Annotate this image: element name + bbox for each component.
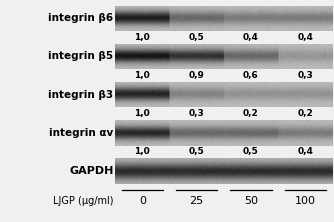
Text: 0: 0 — [139, 196, 146, 206]
Text: 0,3: 0,3 — [297, 71, 313, 80]
Text: 0,4: 0,4 — [243, 33, 259, 42]
Text: integrin β6: integrin β6 — [48, 13, 114, 23]
Text: 0,4: 0,4 — [297, 33, 313, 42]
Text: 1,0: 1,0 — [135, 147, 150, 156]
Text: 50: 50 — [244, 196, 258, 206]
Text: 1,0: 1,0 — [135, 109, 150, 118]
Text: 0,6: 0,6 — [243, 71, 259, 80]
Text: integrin αv: integrin αv — [49, 128, 114, 138]
Text: LJGP (µg/ml): LJGP (µg/ml) — [53, 196, 114, 206]
Text: 1,0: 1,0 — [135, 33, 150, 42]
Text: 25: 25 — [190, 196, 204, 206]
Text: 0,2: 0,2 — [297, 109, 313, 118]
Text: GAPDH: GAPDH — [69, 166, 114, 176]
Text: 0,5: 0,5 — [189, 147, 204, 156]
Text: 0,4: 0,4 — [297, 147, 313, 156]
Text: 0,9: 0,9 — [189, 71, 205, 80]
Text: 0,2: 0,2 — [243, 109, 259, 118]
Text: integrin β5: integrin β5 — [48, 52, 114, 61]
Text: 0,5: 0,5 — [243, 147, 259, 156]
Text: 1,0: 1,0 — [135, 71, 150, 80]
Text: integrin β3: integrin β3 — [48, 90, 114, 100]
Text: 100: 100 — [295, 196, 316, 206]
Text: 0,5: 0,5 — [189, 33, 204, 42]
Text: 0,3: 0,3 — [189, 109, 204, 118]
